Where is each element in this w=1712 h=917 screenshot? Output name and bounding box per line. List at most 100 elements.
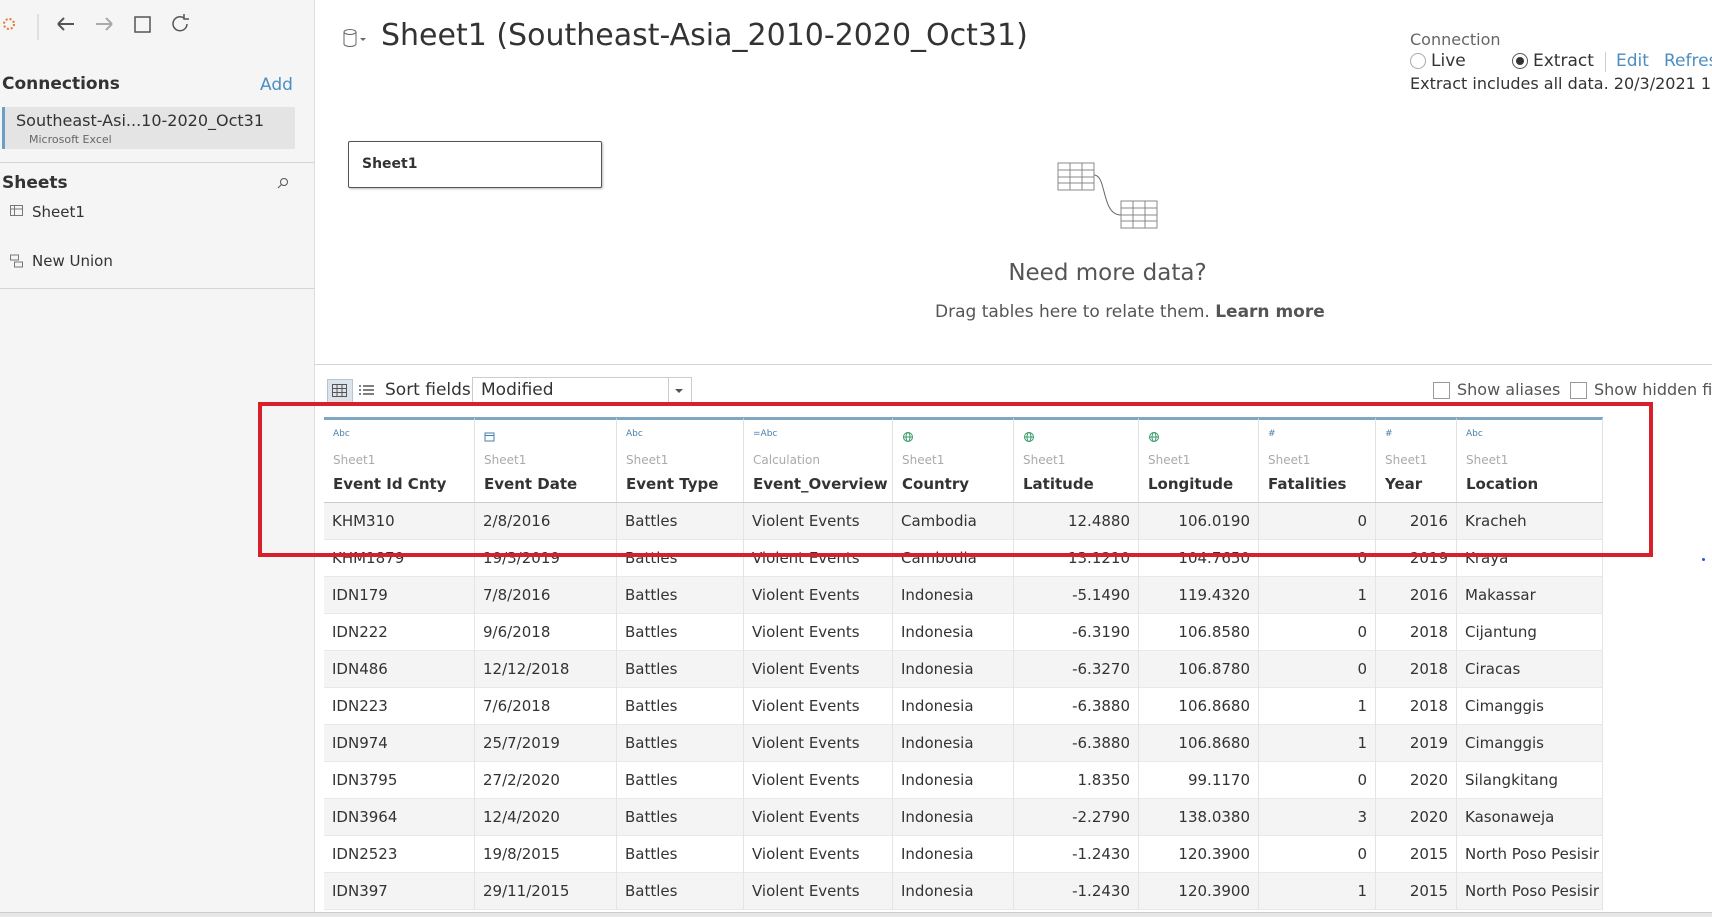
separator: [0, 162, 314, 163]
table-cell: Battles: [617, 725, 744, 762]
type-icon: Abc: [333, 429, 350, 439]
drag-hint: Drag tables here to relate them. Learn m…: [935, 302, 1325, 322]
column-name: Event_Overview: [753, 475, 888, 493]
column-header[interactable]: [744, 417, 893, 502]
column-name: Latitude: [1023, 475, 1094, 493]
left-panel: Connections Add Southeast-Asi...10-2020_…: [0, 0, 315, 917]
dropdown-arrow: [668, 378, 683, 404]
table-row[interactable]: [324, 614, 1603, 651]
table-cell: 0: [1259, 762, 1376, 799]
type-icon: Abc: [626, 429, 643, 439]
sheet-icon: [10, 205, 23, 216]
separator: [0, 288, 314, 289]
sheet-item[interactable]: Sheet1: [32, 203, 85, 221]
column-name: Event Date: [484, 475, 578, 493]
table-cell: Battles: [617, 503, 744, 540]
table-cell: IDN486: [324, 651, 475, 688]
column-source: Calculation: [753, 453, 820, 467]
extract-label: Extract: [1533, 51, 1594, 71]
table-cell: Violent Events: [744, 688, 893, 725]
table-row[interactable]: [324, 725, 1603, 762]
need-more-data: Need more data?: [1008, 260, 1207, 286]
table-cell: -1.2430: [1014, 836, 1139, 873]
column-header[interactable]: [1139, 417, 1259, 502]
hint-text: Drag tables here to relate them.: [935, 302, 1210, 322]
column-header[interactable]: [1376, 417, 1457, 502]
type-icon: [1024, 432, 1034, 442]
table-cell: Indonesia: [893, 651, 1014, 688]
table-cell: Violent Events: [744, 651, 893, 688]
column-header[interactable]: [617, 417, 744, 502]
sheets-label: Sheets: [2, 173, 68, 193]
table-cell: Makassar: [1457, 577, 1603, 614]
table-cell: 12/12/2018: [475, 651, 617, 688]
table-row[interactable]: [324, 577, 1603, 614]
column-header[interactable]: [1457, 417, 1603, 502]
list-view[interactable]: [359, 384, 375, 398]
table-cell: Cimanggis: [1457, 688, 1603, 725]
connection-item[interactable]: [2, 107, 295, 149]
connection-label: Connection: [1410, 30, 1501, 49]
column-header[interactable]: [324, 417, 475, 502]
table-cell: 2016: [1376, 577, 1457, 614]
table-cell: Indonesia: [893, 873, 1014, 910]
table-cell: 29/11/2015: [475, 873, 617, 910]
new-union[interactable]: New Union: [32, 252, 113, 270]
table-cell: Cimanggis: [1457, 725, 1603, 762]
edit-link[interactable]: Edit: [1616, 51, 1649, 71]
header-border: [324, 502, 1603, 503]
column-header[interactable]: [893, 417, 1014, 502]
type-icon: [903, 432, 913, 442]
highlight-box: [258, 402, 1653, 557]
scrollbar: [0, 912, 1712, 917]
union-icon: [10, 254, 23, 268]
extract-radio[interactable]: [1512, 53, 1528, 69]
aliases-checkbox[interactable]: [1433, 382, 1450, 399]
table-cell: 106.8580: [1139, 614, 1259, 651]
table-row[interactable]: [324, 651, 1603, 688]
table-cell: KHM310: [324, 503, 475, 540]
column-header[interactable]: [1014, 417, 1139, 502]
show-hidden: Show hidden fie: [1594, 380, 1712, 399]
column-source: Sheet1: [1023, 453, 1066, 467]
table-row[interactable]: [324, 540, 1603, 577]
column-name: Longitude: [1148, 475, 1234, 493]
table-cell: Battles: [617, 799, 744, 836]
table-cell: 2016: [1376, 503, 1457, 540]
table-cell: 2020: [1376, 799, 1457, 836]
table-cell: 1.8350: [1014, 762, 1139, 799]
column-header[interactable]: [475, 417, 617, 502]
add-button[interactable]: Add: [260, 75, 293, 95]
search-icon[interactable]: [276, 176, 290, 190]
table-cell: North Poso Pesisir: [1457, 836, 1603, 873]
table-cell: Indonesia: [893, 762, 1014, 799]
table-row[interactable]: [324, 503, 1603, 540]
column-header[interactable]: [1259, 417, 1376, 502]
column-source: Sheet1: [1466, 453, 1509, 467]
table-row[interactable]: [324, 799, 1603, 836]
table-box[interactable]: [348, 141, 602, 188]
learn-more[interactable]: Learn more: [1215, 302, 1325, 322]
table-cell: -6.3190: [1014, 614, 1139, 651]
type-icon: [1149, 432, 1159, 442]
table-cell: 2018: [1376, 614, 1457, 651]
table-cell: 9/6/2018: [475, 614, 617, 651]
hidden-checkbox[interactable]: [1570, 382, 1587, 399]
table-row[interactable]: [324, 873, 1603, 910]
table-cell: Battles: [617, 873, 744, 910]
live-radio[interactable]: [1410, 53, 1426, 69]
table-cell: 2/8/2016: [475, 503, 617, 540]
column-source: Sheet1: [626, 453, 669, 467]
refresh-link[interactable]: Refres: [1664, 51, 1712, 71]
table-row[interactable]: [324, 688, 1603, 725]
connection-type: Microsoft Excel: [29, 133, 112, 146]
live-label: Live: [1431, 51, 1466, 71]
table-row[interactable]: [324, 836, 1603, 873]
table-cell: 12/4/2020: [475, 799, 617, 836]
table-cell: Kracheh: [1457, 503, 1603, 540]
table-row[interactable]: [324, 762, 1603, 799]
show-aliases: Show aliases: [1457, 380, 1561, 399]
back[interactable]: [57, 17, 74, 31]
table-cell: Violent Events: [744, 836, 893, 873]
